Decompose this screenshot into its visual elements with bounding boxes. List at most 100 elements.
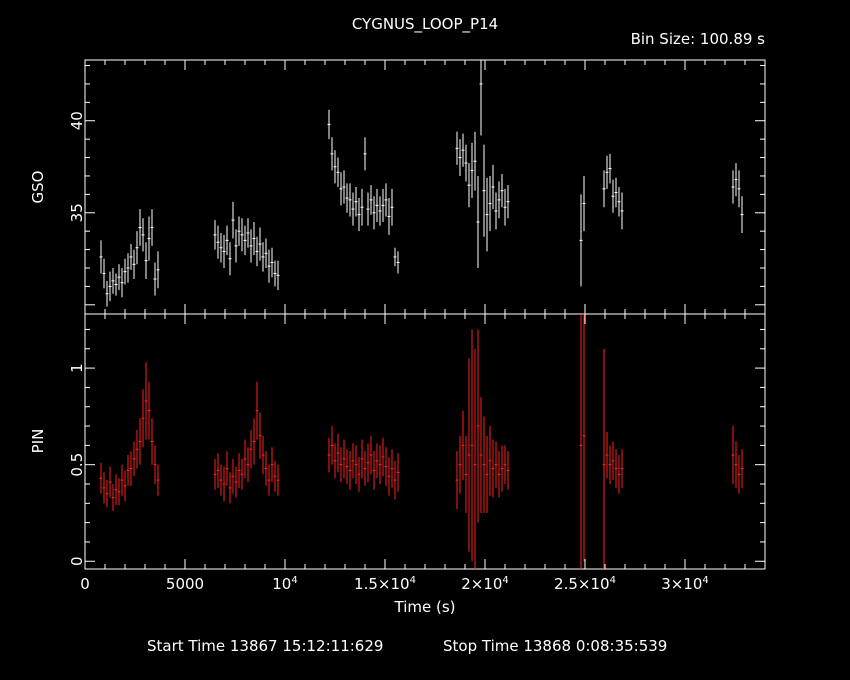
gso-data-point [617,187,621,217]
gso-data-point [129,244,133,270]
gso-data-point [333,150,337,184]
x-tick-label: 2.5×104 [554,575,616,593]
x-tick-label: 5000 [166,575,204,593]
pin-data-point [246,447,250,483]
gso-data-point [620,192,624,230]
pin-data-point [132,441,136,477]
pin-panel: 0 0.5 1 0 5000 104 1.5×104 2×104 2.5×104 3×104 PI… [29,313,766,593]
x-tick-label: 1.5×104 [354,575,416,593]
gso-frame [84,59,766,315]
pin-data-point [476,329,480,523]
pin-data-point [467,358,471,552]
gso-ticks: 35 40 [68,60,765,314]
gso-data-point [156,251,160,289]
gso-data-point [387,198,391,235]
gso-data-point [234,229,238,263]
gso-data-point [605,155,609,189]
pin-data-point [99,462,103,494]
gso-data-point [470,142,474,199]
gso-data-point [126,253,130,283]
pin-frame [84,313,766,570]
pin-data-point [470,329,474,562]
gso-data-point [366,192,370,226]
gso-data-series [99,60,744,307]
gso-data-point [258,227,262,261]
gso-data-point [467,163,471,208]
pin-data-point [458,435,462,494]
pin-data-point [114,474,118,506]
gso-data-point [582,175,586,232]
gso-data-point [216,225,220,259]
pin-data-point [105,480,109,508]
pin-data-point [393,460,397,500]
pin-data-point [276,464,280,496]
gso-data-point [99,240,103,274]
gso-data-point [225,225,229,256]
pin-data-point [225,451,229,486]
pin-data-point [357,456,361,492]
gso-data-point [132,249,136,280]
gso-data-point [345,183,349,213]
gso-data-point [734,163,738,197]
pin-data-point [222,466,226,502]
pin-data-point [485,435,489,513]
pin-data-point [503,445,507,484]
pin-data-point [482,416,486,513]
pin-data-point [369,435,373,475]
gso-data-point [255,236,259,267]
gso-data-point [135,231,139,265]
pin-data-point [608,445,612,484]
pin-data-point [737,455,741,494]
gso-data-point [351,192,355,226]
start-time: Start Time 13867 15:12:11:629 [147,637,383,655]
pin-data-point [339,447,343,483]
pin-data-point [494,441,498,488]
pin-data-point [135,429,139,469]
pin-data-point [375,443,379,479]
gso-data-point [363,137,367,171]
pin-data-point [366,443,370,483]
gso-data-point [123,258,127,285]
gso-data-point [458,139,462,176]
gso-panel: 35 40 GSO [29,59,766,315]
pin-data-point [348,451,352,490]
gso-data-point [213,220,217,250]
gso-axis-label: GSO [29,171,47,204]
gso-data-point [240,218,244,252]
pin-data-point [258,412,262,459]
pin-data-point [354,445,358,484]
pin-data-point [243,439,247,479]
pin-data-point [473,348,477,569]
gso-data-point [246,218,250,248]
pin-data-point [740,449,744,488]
pin-data-point [620,449,624,488]
gso-data-point [476,175,480,268]
gso-data-point [731,170,735,204]
gso-data-point [497,181,501,219]
pin-data-point [611,441,615,481]
gso-data-point [461,133,465,167]
gso-data-point [737,170,741,208]
pin-data-point [731,426,735,484]
pin-data-point [141,389,145,448]
gso-data-point [608,153,612,184]
pin-data-point [330,426,334,465]
pin-data-point [390,449,394,488]
pin-data-point [336,433,340,473]
pin-data-point [150,418,154,465]
x-axis-label: Time (s) [394,598,456,616]
bin-size-label: Bin Size: 100.89 s [631,30,766,48]
pin-data-point [381,437,385,477]
pin-data-point [387,456,391,496]
gso-data-point [273,260,277,287]
pin-data-point [461,410,465,481]
pin-data-point [396,453,400,492]
gso-data-point [243,225,247,256]
gso-data-point [602,170,606,208]
pin-data-point [261,435,265,475]
gso-data-point [455,131,459,165]
gso-data-point [375,188,379,222]
gso-data-point [464,144,468,182]
pin-data-point [234,466,238,498]
